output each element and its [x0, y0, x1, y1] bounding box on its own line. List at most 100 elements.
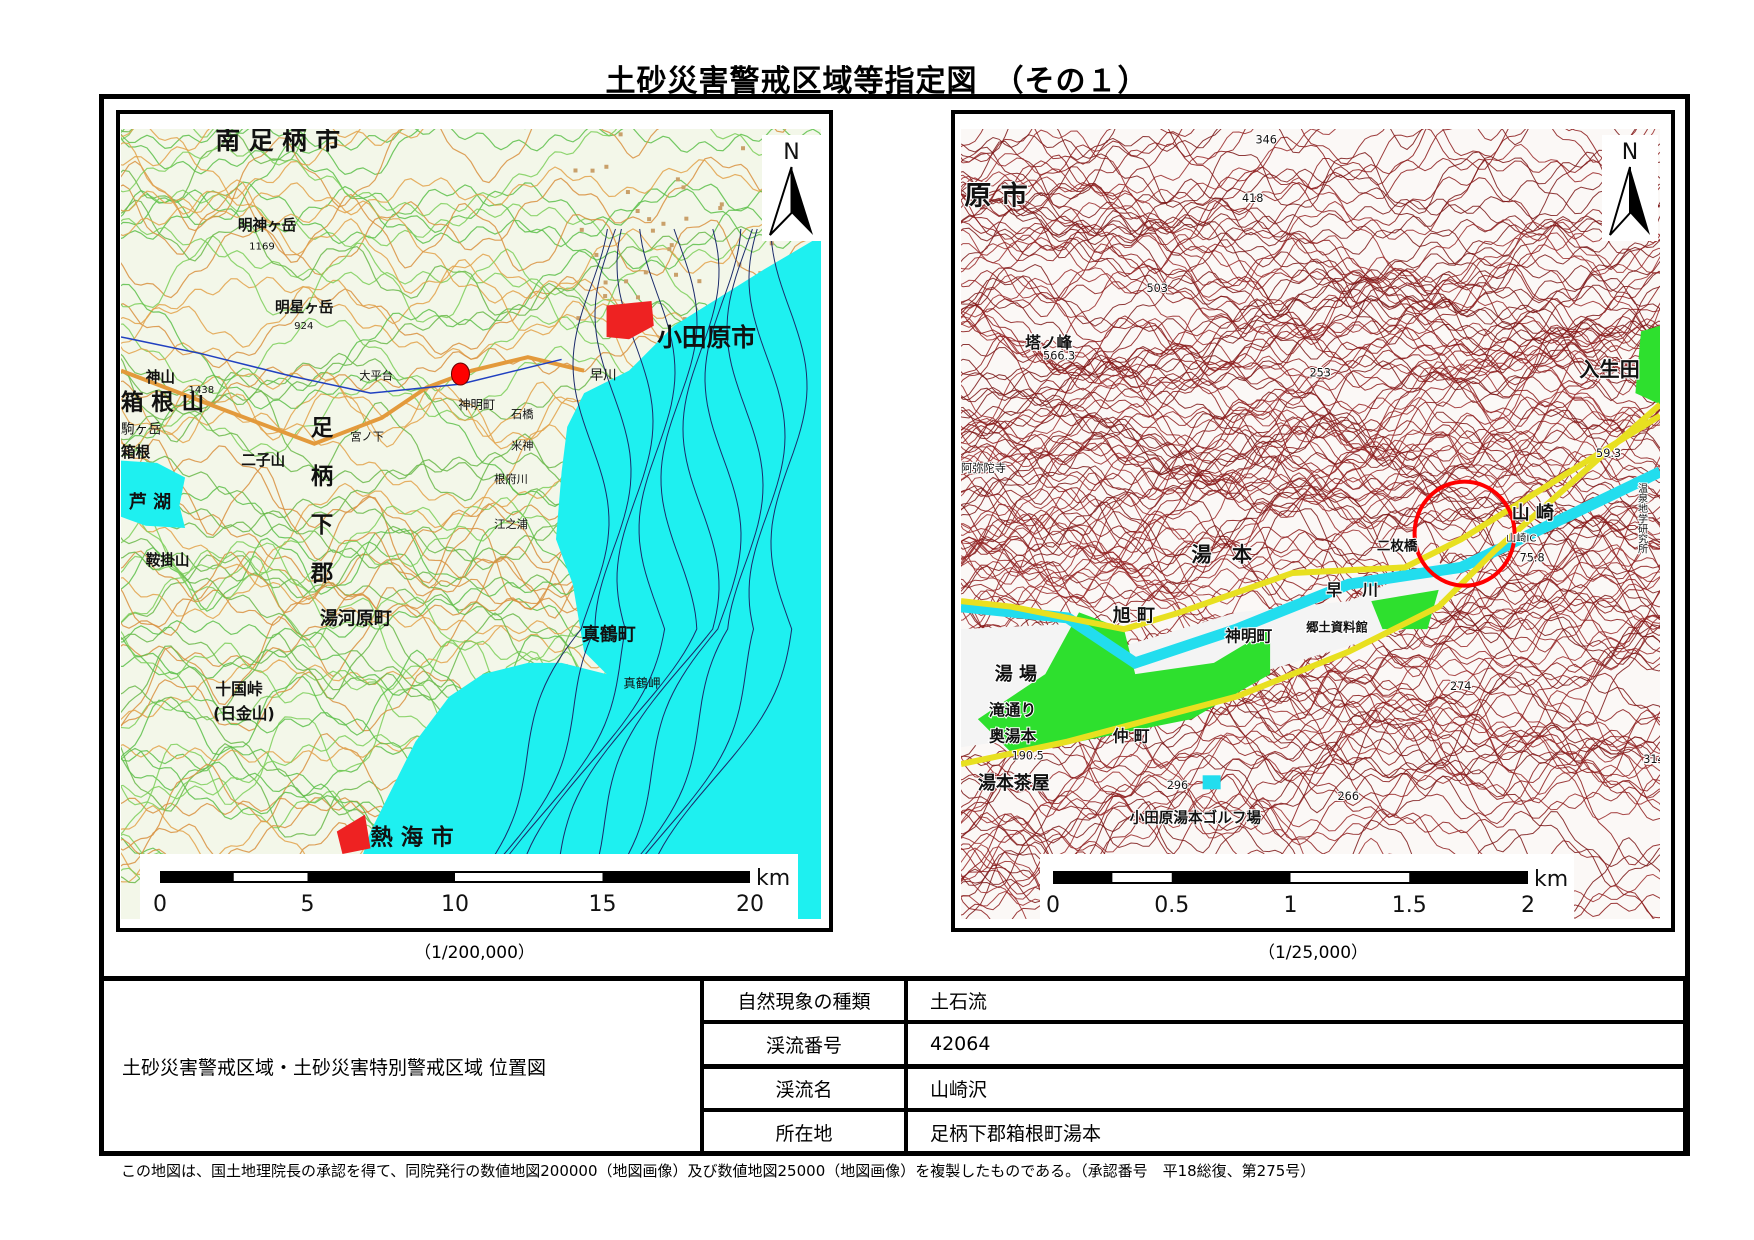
place-label: 原 市	[964, 179, 1027, 211]
place-label: 二枚橋	[1377, 538, 1418, 555]
urban-dot	[737, 262, 742, 267]
row-value-stream-name: 山崎沢	[930, 1079, 988, 1101]
place-label: 根府川	[494, 472, 528, 486]
row-label-stream-name: 渓流名	[775, 1079, 833, 1101]
row-value-phenomenon-type: 土石流	[930, 991, 988, 1013]
contour-line	[961, 285, 1660, 550]
sea-depth-contour	[445, 228, 610, 918]
row-label-stream-number: 渓流番号	[765, 1034, 842, 1057]
overview-scale-tick-label: 0	[153, 892, 167, 917]
sea-depth-contour	[474, 228, 654, 918]
place-label: 1169	[249, 241, 275, 252]
place-label: 宮ノ下	[350, 429, 384, 443]
place-label: 314	[1643, 753, 1660, 766]
detail-scale-tick-label: 1.5	[1392, 893, 1427, 918]
contour-line	[961, 268, 1660, 429]
contour-line	[121, 181, 821, 249]
place-label: 75.8	[1520, 552, 1545, 565]
place-label: 二子山	[241, 452, 285, 469]
urban-dot	[661, 221, 666, 226]
contour-line	[961, 487, 1660, 572]
contour-line	[961, 219, 1660, 291]
contour-line	[961, 304, 1660, 581]
detail-map-scale-caption: （1/25,000）	[1257, 943, 1369, 963]
urban-dot	[719, 202, 724, 207]
place-label: 湯 場	[995, 664, 1037, 685]
contour-line	[961, 756, 1660, 820]
road-line	[121, 355, 585, 446]
north-label: N	[1622, 140, 1638, 165]
sea-depth-contour	[573, 228, 720, 918]
contour-line	[961, 263, 1660, 334]
road-line	[961, 413, 1660, 633]
contour-line	[961, 663, 1660, 779]
contour-line	[961, 390, 1660, 640]
overview-scale-box	[140, 854, 798, 919]
road-line	[961, 402, 1660, 767]
place-label: 米神	[511, 438, 533, 452]
sea-depth-contour	[637, 228, 808, 918]
page-title: 土砂災害警戒区域等指定図 （その１）	[605, 64, 1149, 99]
place-label: 芦 湖	[129, 491, 171, 513]
contour-line	[961, 129, 1503, 326]
park-area	[1371, 589, 1439, 630]
contour-line	[961, 318, 1660, 464]
contour-line	[121, 154, 821, 221]
detail-scale-segment	[1290, 873, 1410, 882]
overview-scale-segment	[455, 873, 603, 881]
contour-line	[961, 615, 1660, 826]
place-label: 266	[1338, 790, 1359, 803]
place-label: 418	[1242, 192, 1263, 205]
contour-line	[121, 129, 307, 202]
urban-dot	[603, 294, 608, 299]
place-label: 滝通り	[989, 701, 1036, 720]
contour-line	[121, 129, 821, 153]
contour-line	[961, 129, 1336, 273]
target-stream-circle	[1412, 479, 1517, 588]
contour-line	[961, 473, 1660, 530]
urban-dot	[635, 209, 640, 214]
contour-line	[961, 190, 1660, 234]
place-label: 旭 町	[1112, 604, 1155, 626]
detail-scale-tick-label: 0	[1046, 893, 1060, 918]
overview-scale-tick-label: 5	[301, 892, 315, 917]
contour-line	[961, 199, 1660, 469]
contour-line	[961, 431, 1660, 582]
place-label: 明星ヶ岳	[275, 298, 334, 316]
contour-line	[961, 620, 1660, 916]
park-area	[977, 612, 1271, 753]
contour-line	[961, 264, 1660, 329]
detail-scale-tick-label: 1	[1284, 893, 1298, 918]
contour-line	[961, 215, 1660, 451]
place-label: 274	[1450, 680, 1471, 693]
contour-line	[961, 732, 1660, 775]
contour-line	[961, 260, 1660, 379]
copyright-note: この地図は、国土地理院長の承認を得て、同院発行の数値地図200000（地図画像）…	[121, 1162, 1316, 1180]
table-divider	[700, 981, 704, 1153]
place-label: 924	[294, 321, 313, 332]
urban-dot	[594, 252, 599, 257]
contour-line	[961, 160, 1660, 240]
urban-dot	[624, 279, 629, 284]
contour-line	[121, 184, 821, 288]
place-label: 253	[1309, 366, 1330, 379]
contour-line	[961, 171, 1660, 333]
table-row-divider	[704, 1064, 1686, 1069]
contour-line	[961, 514, 1660, 614]
place-label: 鞍掛山	[146, 551, 190, 569]
park-area	[1635, 325, 1660, 405]
urban-dot	[681, 185, 686, 190]
urban-dot	[625, 190, 630, 195]
overview-scale-tick-label: 10	[441, 892, 469, 917]
place-label: 湯本茶屋	[978, 772, 1050, 794]
place-label: 山崎IC	[1506, 532, 1536, 545]
urban-dot	[674, 272, 679, 277]
urban-dot	[675, 177, 680, 182]
place-label: 小田原市	[657, 323, 756, 352]
place-label: 駒ヶ岳	[121, 422, 161, 438]
urban-dot	[650, 228, 655, 233]
contour-line	[121, 129, 361, 237]
place-label: 566.3	[1043, 349, 1075, 362]
